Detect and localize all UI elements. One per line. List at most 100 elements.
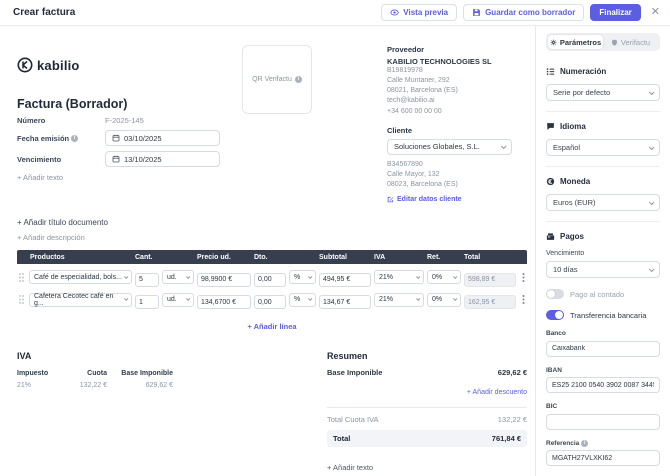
preview-button[interactable]: Vista previa [381,4,458,21]
invoice-header: kabilio Factura (Borrador) Número F-2025… [17,26,527,208]
qty-input[interactable] [135,295,159,310]
save-icon [473,9,480,16]
product-select[interactable]: Cafetera Cecotec café en g... [29,292,132,307]
chevron-down-icon [648,143,655,150]
summary-panel: Resumen Base Imponible 629,62 € + Añadir… [327,351,527,475]
cash-payment-label: Pago al contado [570,289,625,299]
line-total-input [464,295,516,310]
price-input[interactable] [197,272,251,287]
topbar-actions: Vista previa Guardar como borrador Final… [381,4,660,21]
discount-unit-select[interactable]: % [289,270,316,285]
unit-select[interactable]: ud. [162,270,194,285]
header-qty: Cant. [135,253,153,261]
discount-input[interactable] [254,272,286,287]
add-line-link[interactable]: + Añadir línea [247,322,297,332]
bank-transfer-label: Transferencia bancaria [570,310,647,320]
product-select[interactable]: Café de especialidad, bols... [29,270,132,285]
header-vat: IVA [374,253,386,261]
bic-field[interactable] [546,413,660,430]
add-summary-text-link[interactable]: + Añadir texto [327,463,374,473]
due-date-input[interactable]: 13/10/2025 [105,151,220,167]
vat-quota-header: Cuota [87,370,107,378]
edit-client-link[interactable]: Editar datos cliente [387,196,462,203]
issue-date-label: Fecha emisión [17,133,70,143]
issue-date-input[interactable]: 03/10/2025 [105,130,220,146]
drag-handle-icon[interactable] [17,272,26,282]
iban-field[interactable] [546,377,660,393]
drag-handle-icon[interactable] [17,295,26,305]
vat-tax-header: Impuesto [17,370,49,378]
retention-select[interactable]: 0% [427,270,461,285]
chevron-down-icon [416,274,421,279]
provider-label: Proveedor [387,45,425,54]
wallet-icon [546,233,555,240]
unit-select[interactable]: ud. [162,292,194,307]
client-address1: Calle Mayor, 132 [387,170,440,178]
add-description-link[interactable]: + Añadir descripción [17,233,85,243]
vat-tax-value: 21% [17,382,32,390]
currency-select[interactable]: Euros (EUR) [546,194,660,211]
reference-field[interactable] [546,450,660,466]
chevron-down-icon [500,143,507,149]
header-discount: Dto. [254,253,268,261]
summary-total-label: Total [333,434,351,444]
add-discount-link[interactable]: + Añadir descuento [466,389,527,397]
chevron-down-icon [453,297,458,302]
summary-base-value: 629,62 € [497,368,527,378]
price-input[interactable] [197,295,251,310]
add-text-link[interactable]: + Añadir texto [17,173,64,182]
add-document-title-link[interactable]: + Añadir título documento [17,218,108,228]
summary-total-value: 761,84 € [491,434,521,444]
verifactu-shield-icon [612,39,617,46]
row-menu-icon[interactable] [519,295,527,305]
company-logo: kabilio [17,57,242,73]
client-label: Cliente [387,125,413,135]
totals-section: IVA Impuesto 21% Cuota 132,22 € Base Imp… [17,351,527,475]
discount-unit-select[interactable]: % [289,292,316,307]
topbar: Crear factura Vista previa Guardar como … [0,0,670,26]
invoice-header-left: kabilio Factura (Borrador) Número F-2025… [17,26,242,208]
retention-select[interactable]: 0% [427,292,461,307]
discount-input[interactable] [254,295,286,310]
document-links: + Añadir título documento + Añadir descr… [17,218,527,242]
close-icon[interactable]: ✕ [650,6,660,18]
subtotal-input[interactable] [319,295,371,310]
payments-section-title: Pagos [546,232,660,241]
save-draft-button[interactable]: Guardar como borrador [463,4,585,21]
summary-divider [327,407,527,409]
item-row: Cafetera Cecotec café en g... ud. % 21% … [17,291,527,310]
row-menu-icon[interactable] [519,272,527,282]
bank-transfer-toggle[interactable] [546,310,564,320]
vat-quota-value: 132,22 € [79,382,107,390]
chevron-down-icon [453,274,458,279]
provider-email: tech@kabilio.ai [387,97,435,105]
subtotal-input[interactable] [319,272,371,287]
language-select[interactable]: Español [546,139,660,156]
provider-address2: 08021, Barcelona (ES) [387,87,458,95]
provider-address1: Calle Muntaner, 292 [387,77,450,85]
tab-verifactu[interactable]: Verifactu [603,35,658,49]
chevron-down-icon [308,274,313,279]
due-select[interactable]: 10 días [546,261,660,278]
finalize-button[interactable]: Finalizar [590,4,641,21]
invoice-number-row: Número F-2025-145 [17,116,242,125]
qty-input[interactable] [135,272,159,287]
client-select[interactable]: Soluciones Globales, S.L. [387,138,512,155]
numbering-select[interactable]: Serie por defecto [546,84,660,101]
bank-field-label: Banco [546,330,566,337]
invoice-number-label: Número [17,116,46,125]
tab-parameters[interactable]: Parámetros [548,35,603,49]
invoice-number-value: F-2025-145 [105,116,144,125]
parties-panel: Proveedor KABILIO TECHNOLOGIES SL B19819… [387,45,527,208]
chat-bubble-icon [547,123,554,130]
vat-select[interactable]: 21% [374,270,424,285]
due-date-row: Vencimiento 13/10/2025 [17,151,242,167]
page-title: Crear factura [13,7,76,18]
vat-base-header: Base Imponible [121,370,173,378]
vat-base-value: 629,62 € [145,382,173,390]
bank-field[interactable] [546,340,660,357]
cash-payment-toggle[interactable] [546,289,564,299]
chevron-down-icon [124,297,129,302]
coin-icon [546,177,555,186]
vat-select[interactable]: 21% [374,292,424,307]
